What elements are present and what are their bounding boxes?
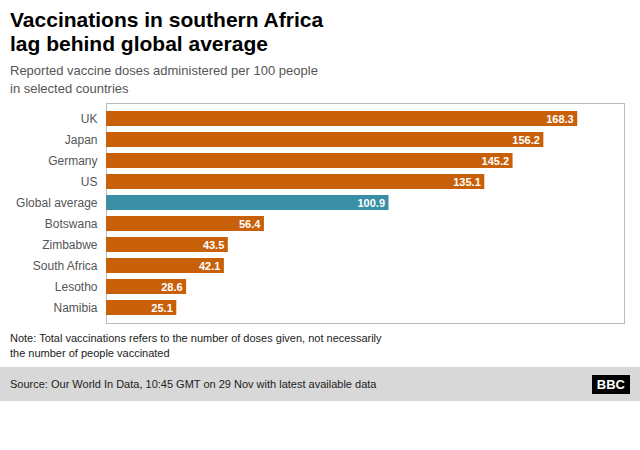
svg-text:Japan: Japan — [65, 133, 98, 147]
html-text:Reported vaccine doses adminis: Reported vaccine doses administered per … — [10, 63, 318, 96]
svg-text:Lesotho: Lesotho — [55, 280, 98, 294]
svg-text:Germany: Germany — [48, 154, 97, 168]
html-text:Note: Total vaccinations refer: Note: Total vaccinations refers to the n… — [10, 332, 382, 360]
svg-text:Botswana: Botswana — [45, 217, 98, 231]
html-text:BBC: BBC — [596, 376, 625, 392]
svg-text:Zimbabwe: Zimbabwe — [42, 238, 98, 252]
svg-text:28.6: 28.6 — [161, 281, 182, 293]
html-text:Source: Our World In Data, 10:: Source: Our World In Data, 10:45 GMT on … — [10, 378, 377, 391]
svg-text:42.1: 42.1 — [199, 260, 220, 272]
svg-text:43.5: 43.5 — [203, 239, 224, 251]
svg-text:25.1: 25.1 — [151, 302, 172, 314]
html-text:Vaccinations in southern Afric: Vaccinations in southern Africa lag behi… — [10, 8, 324, 56]
svg-text:100.9: 100.9 — [357, 197, 385, 209]
svg-text:US: US — [81, 175, 98, 189]
svg-text:168.3: 168.3 — [546, 113, 574, 125]
svg-text:UK: UK — [81, 112, 98, 126]
svg-text:56.4: 56.4 — [239, 218, 261, 230]
svg-text:South Africa: South Africa — [33, 259, 98, 273]
svg-text:156.2: 156.2 — [512, 134, 540, 146]
svg-text:145.2: 145.2 — [482, 155, 510, 167]
svg-text:Namibia: Namibia — [53, 301, 97, 315]
svg-text:Global average: Global average — [16, 196, 98, 210]
svg-text:135.1: 135.1 — [453, 176, 481, 188]
